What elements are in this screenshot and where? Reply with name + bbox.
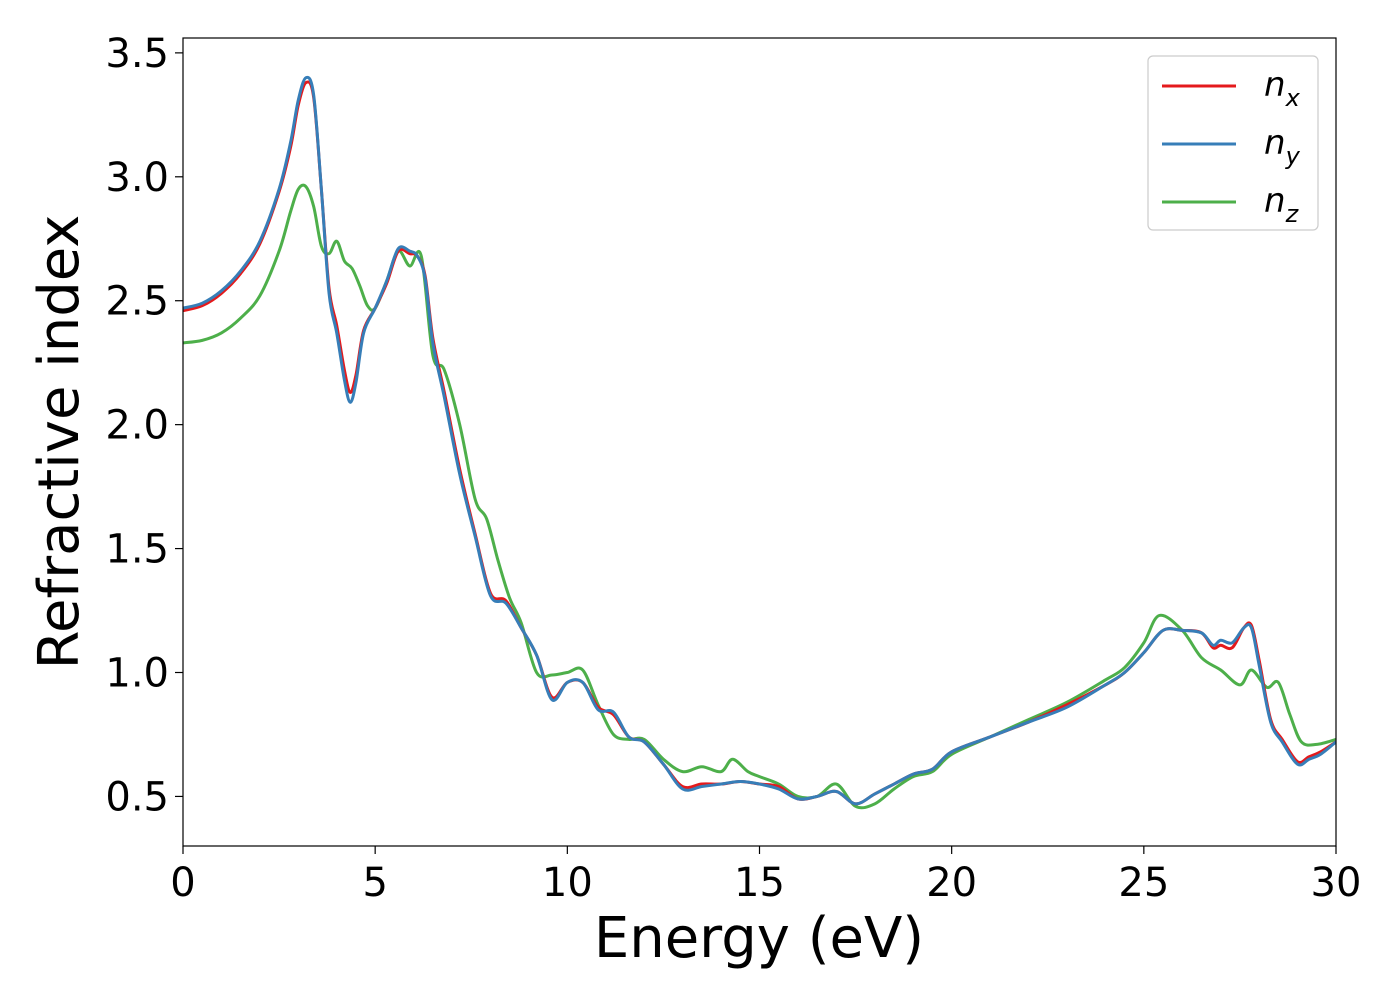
x-tick-label: 30: [1311, 860, 1362, 906]
series-line-y: [183, 75, 1336, 806]
y-tick-label: 3.5: [105, 31, 169, 77]
y-tick-label: 2.0: [105, 403, 169, 449]
x-tick-label: 15: [734, 860, 785, 906]
legend: nx ny nz: [1147, 55, 1319, 231]
series-layer: [183, 75, 1336, 810]
y-axis-ticks: 0.5 1.0 1.5 2.0 2.5 3.0 3.5: [105, 31, 183, 820]
x-tick-label: 5: [362, 860, 387, 906]
x-tick-label: 25: [1118, 860, 1169, 906]
x-tick-label: 20: [926, 860, 977, 906]
legend-label-y: ny: [1264, 123, 1301, 170]
y-tick-label: 1.0: [105, 651, 169, 697]
plot-area: [183, 38, 1336, 846]
y-tick-label: 1.5: [105, 527, 169, 573]
legend-label-z: nz: [1264, 181, 1300, 228]
x-axis-title: Energy (eV): [594, 906, 924, 971]
y-tick-label: 3.0: [105, 155, 169, 201]
y-tick-label: 2.5: [105, 279, 169, 325]
x-tick-label: 10: [542, 860, 593, 906]
y-axis-title: Refractive index: [27, 215, 92, 670]
legend-label-x: nx: [1264, 65, 1301, 112]
x-axis-ticks: 0 5 10 15 20 25 30: [170, 846, 1361, 906]
y-tick-label: 0.5: [105, 774, 169, 820]
series-line-z: [183, 183, 1336, 810]
x-tick-label: 0: [170, 860, 195, 906]
